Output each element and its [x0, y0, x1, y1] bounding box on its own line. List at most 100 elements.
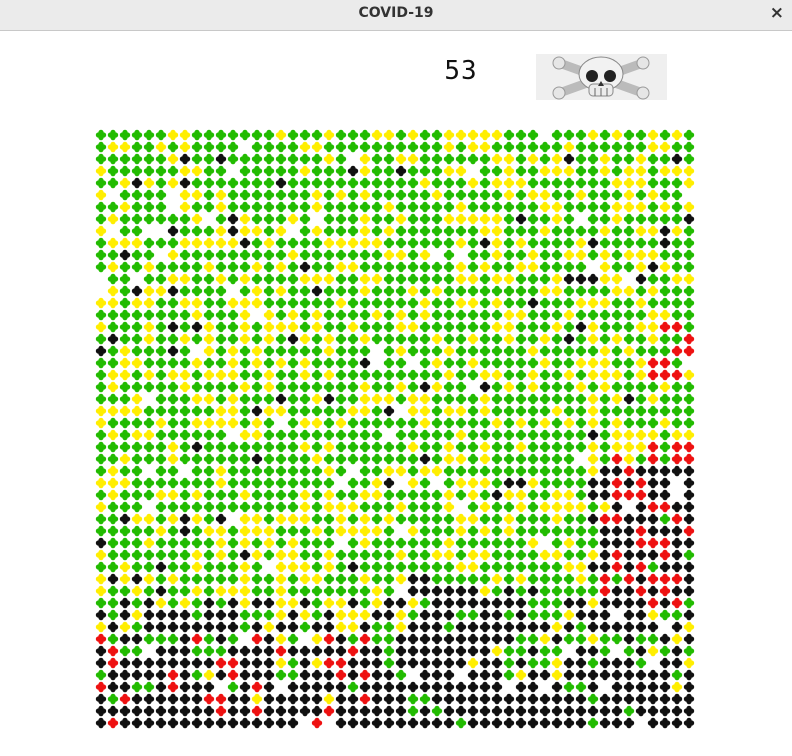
- person-cell: [407, 345, 419, 357]
- person-cell: [647, 165, 659, 177]
- person-cell: [407, 597, 419, 609]
- person-cell: [251, 201, 263, 213]
- person-cell: [599, 585, 611, 597]
- person-cell: [227, 705, 239, 717]
- person-cell: [563, 693, 575, 705]
- person-cell: [107, 501, 119, 513]
- person-cell: [359, 165, 371, 177]
- person-cell: [467, 141, 479, 153]
- person-cell: [215, 669, 227, 681]
- person-cell: [431, 717, 443, 729]
- person-cell: [143, 345, 155, 357]
- person-cell: [119, 669, 131, 681]
- person-cell: [443, 225, 455, 237]
- person-cell: [359, 441, 371, 453]
- person-cell: [455, 201, 467, 213]
- person-cell: [287, 549, 299, 561]
- person-cell: [323, 561, 335, 573]
- person-cell: [659, 237, 671, 249]
- person-cell: [371, 477, 383, 489]
- person-cell: [203, 453, 215, 465]
- person-cell: [515, 309, 527, 321]
- person-cell: [635, 345, 647, 357]
- person-cell: [647, 309, 659, 321]
- person-cell: [359, 141, 371, 153]
- person-cell: [587, 225, 599, 237]
- person-cell: [131, 321, 143, 333]
- person-cell: [95, 333, 107, 345]
- person-cell: [635, 537, 647, 549]
- person-cell: [479, 213, 491, 225]
- person-cell: [395, 465, 407, 477]
- person-cell: [599, 249, 611, 261]
- person-cell: [191, 705, 203, 717]
- person-cell: [419, 321, 431, 333]
- person-cell: [227, 129, 239, 141]
- person-cell: [599, 309, 611, 321]
- person-cell: [299, 669, 311, 681]
- window-title: COVID-19: [0, 0, 792, 26]
- person-cell: [659, 273, 671, 285]
- person-cell: [527, 561, 539, 573]
- person-cell: [251, 261, 263, 273]
- person-cell: [515, 177, 527, 189]
- person-cell: [323, 201, 335, 213]
- person-cell: [515, 393, 527, 405]
- person-cell: [623, 189, 635, 201]
- person-cell: [335, 381, 347, 393]
- person-cell: [611, 285, 623, 297]
- person-cell: [455, 657, 467, 669]
- person-cell: [575, 345, 587, 357]
- person-cell: [419, 189, 431, 201]
- person-cell: [95, 609, 107, 621]
- person-cell: [503, 273, 515, 285]
- person-cell: [203, 249, 215, 261]
- person-cell: [527, 213, 539, 225]
- close-button[interactable]: ×: [770, 0, 784, 26]
- person-cell: [395, 153, 407, 165]
- person-cell: [527, 657, 539, 669]
- person-cell: [107, 537, 119, 549]
- person-cell: [347, 369, 359, 381]
- person-cell: [599, 609, 611, 621]
- person-cell: [443, 561, 455, 573]
- person-cell: [503, 669, 515, 681]
- person-cell: [311, 705, 323, 717]
- person-cell: [335, 465, 347, 477]
- person-cell: [647, 633, 659, 645]
- person-cell: [647, 141, 659, 153]
- person-cell: [347, 225, 359, 237]
- person-cell: [599, 357, 611, 369]
- person-cell: [407, 561, 419, 573]
- person-cell: [647, 705, 659, 717]
- person-cell: [407, 489, 419, 501]
- person-cell: [299, 693, 311, 705]
- person-cell: [683, 573, 695, 585]
- person-cell: [575, 537, 587, 549]
- person-cell: [203, 321, 215, 333]
- person-cell: [599, 189, 611, 201]
- person-cell: [587, 693, 599, 705]
- person-cell: [467, 441, 479, 453]
- person-cell: [227, 261, 239, 273]
- person-cell: [299, 609, 311, 621]
- person-cell: [335, 489, 347, 501]
- person-cell: [419, 429, 431, 441]
- person-cell: [647, 453, 659, 465]
- person-cell: [263, 525, 275, 537]
- person-cell: [575, 369, 587, 381]
- person-cell: [431, 705, 443, 717]
- person-cell: [635, 201, 647, 213]
- person-cell: [635, 225, 647, 237]
- person-cell: [323, 189, 335, 201]
- person-cell: [371, 369, 383, 381]
- person-cell: [491, 561, 503, 573]
- person-cell: [587, 549, 599, 561]
- person-cell: [623, 489, 635, 501]
- person-cell: [671, 297, 683, 309]
- person-cell: [287, 417, 299, 429]
- person-cell: [635, 273, 647, 285]
- person-cell: [503, 345, 515, 357]
- person-cell: [419, 297, 431, 309]
- person-cell: [443, 453, 455, 465]
